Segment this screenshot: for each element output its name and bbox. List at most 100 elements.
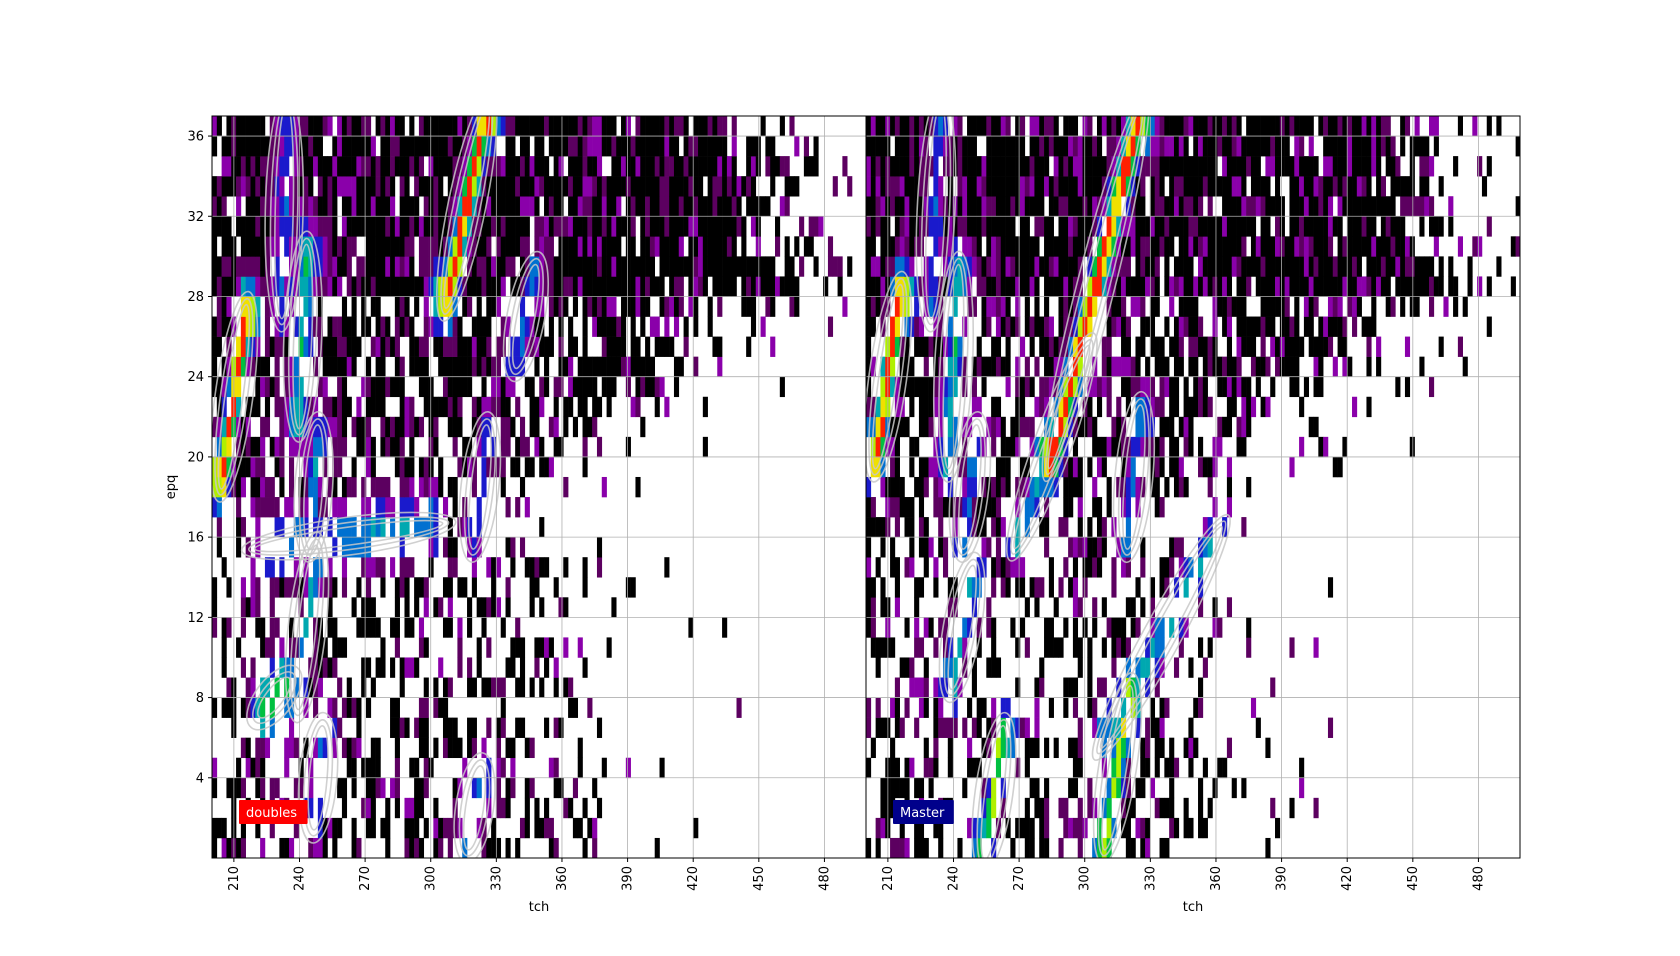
heatmap-cell — [274, 236, 280, 257]
heatmap-cell — [1260, 296, 1266, 317]
heatmap-cell — [928, 396, 934, 418]
heatmap-cell — [491, 436, 497, 458]
heatmap-cell — [981, 356, 987, 377]
heatmap-cell — [293, 737, 299, 759]
heatmap-cell — [746, 256, 752, 277]
heatmap-cell — [1496, 116, 1502, 137]
heatmap-cell — [1044, 797, 1050, 819]
heatmap-cell — [544, 817, 550, 839]
heatmap-cell — [702, 196, 708, 217]
heatmap-cell — [1308, 216, 1314, 237]
heatmap-cell — [1356, 176, 1362, 197]
heatmap-cell — [1380, 256, 1386, 277]
heatmap-cell — [548, 276, 554, 297]
heatmap-cell — [293, 356, 299, 377]
heatmap-cell — [1279, 296, 1285, 317]
heatmap-cell — [1053, 256, 1059, 277]
heatmap-cell — [245, 216, 251, 237]
heatmap-cell — [1140, 416, 1146, 438]
heatmap-cell — [1183, 617, 1189, 638]
heatmap-cell — [923, 296, 929, 317]
heatmap-cell — [640, 276, 646, 297]
heatmap-cell — [669, 176, 675, 197]
heatmap-cell — [606, 216, 612, 237]
heatmap-cell — [385, 416, 391, 438]
heatmap-cell — [952, 537, 958, 558]
heatmap-cell — [418, 737, 425, 759]
heatmap-cell — [327, 697, 333, 718]
heatmap-cell — [1231, 236, 1237, 257]
heatmap-cell — [1289, 256, 1295, 277]
heatmap-cell — [1366, 136, 1372, 157]
heatmap-cell — [476, 116, 482, 137]
heatmap-cell — [274, 396, 280, 418]
heatmap-cell — [245, 196, 251, 217]
heatmap-cell — [1380, 236, 1386, 257]
heatmap-cell — [572, 116, 579, 137]
heatmap-cell — [1299, 336, 1305, 357]
heatmap-cell — [1361, 316, 1367, 337]
heatmap-cell — [880, 216, 886, 237]
heatmap-cell — [1130, 216, 1136, 237]
heatmap-cell — [746, 276, 752, 297]
heatmap-cell — [1250, 136, 1257, 157]
heatmap-cell — [495, 176, 502, 197]
heatmap-cell — [452, 116, 458, 137]
heatmap-cell — [221, 176, 227, 197]
heatmap-cell — [1207, 156, 1213, 177]
heatmap-cell — [1178, 416, 1184, 438]
heatmap-cell — [1222, 256, 1228, 277]
heatmap-cell — [1318, 276, 1324, 297]
heatmap-cell — [669, 256, 675, 277]
heatmap-cell — [640, 176, 646, 197]
heatmap-cell — [1125, 517, 1131, 538]
contour-line — [252, 671, 297, 725]
heatmap-cell — [1323, 196, 1329, 217]
heatmap-cell — [702, 236, 708, 257]
heatmap-cell — [351, 356, 357, 377]
heatmap-cell — [1400, 136, 1406, 157]
heatmap-cell — [1106, 697, 1112, 718]
heatmap-cell — [673, 356, 680, 377]
heatmap-cell — [784, 236, 790, 257]
heatmap-cell — [890, 497, 896, 518]
heatmap-cell — [1024, 737, 1030, 759]
heatmap-cell — [1404, 256, 1411, 277]
heatmap-cell — [394, 717, 400, 738]
heatmap-cell — [471, 777, 477, 799]
heatmap-cell — [356, 416, 362, 438]
heatmap-cell — [1173, 577, 1180, 598]
heatmap-cell — [1226, 196, 1233, 217]
heatmap-cell — [1337, 296, 1343, 317]
heatmap-cell — [1366, 336, 1372, 357]
heatmap-cell — [1318, 216, 1324, 237]
heatmap-cell — [1058, 577, 1064, 598]
heatmap-cell — [1169, 216, 1175, 237]
heatmap-cell — [582, 456, 588, 478]
heatmap-cell — [577, 276, 583, 297]
heatmap-cell — [582, 256, 588, 277]
heatmap-cell — [577, 637, 583, 658]
heatmap-cell — [351, 597, 357, 618]
heatmap-cell — [332, 236, 338, 257]
heatmap-cell — [1467, 276, 1473, 297]
heatmap-cell — [1063, 256, 1069, 277]
heatmap-cell — [625, 577, 631, 598]
heatmap-cell — [423, 737, 429, 759]
heatmap-cell — [967, 497, 973, 518]
heatmap-cell — [1044, 637, 1050, 658]
heatmap-cell — [260, 757, 266, 779]
heatmap-cell — [471, 336, 477, 357]
heatmap-cell — [433, 296, 439, 317]
heatmap-cell — [1467, 256, 1473, 277]
heatmap-cell — [1183, 436, 1189, 458]
heatmap-cell — [515, 497, 521, 518]
heatmap-cell — [351, 476, 357, 498]
heatmap-cell — [582, 116, 588, 137]
heatmap-cell — [515, 677, 521, 698]
heatmap-cell — [1303, 316, 1310, 337]
heatmap-cell — [909, 236, 915, 257]
heatmap-cell — [1058, 256, 1064, 277]
heatmap-cell — [1072, 777, 1079, 799]
heatmap-cell — [462, 456, 468, 478]
